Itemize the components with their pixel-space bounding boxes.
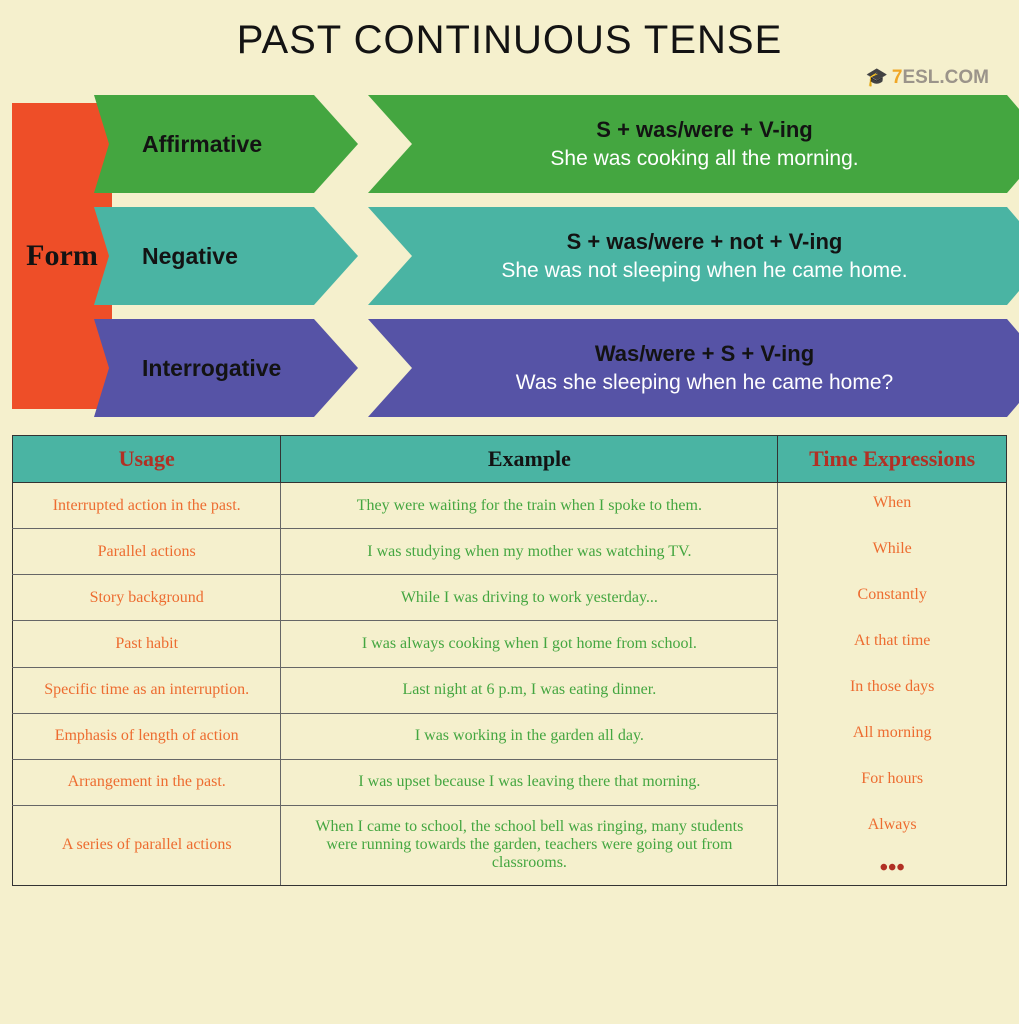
graduation-cap-icon: 🎓 — [865, 67, 887, 87]
form-label: Negative — [124, 207, 314, 305]
time-expression: While — [873, 540, 912, 558]
form-example: She was cooking all the morning. — [550, 147, 858, 171]
form-badge: Form — [12, 103, 112, 409]
cell-example: Last night at 6 p.m, I was eating dinner… — [281, 667, 778, 713]
header-example: Example — [281, 436, 778, 483]
time-expression: In those days — [850, 678, 934, 696]
table-row: Interrupted action in the past. They wer… — [13, 483, 1007, 529]
cell-usage: Past habit — [13, 621, 281, 667]
cell-example: While I was driving to work yesterday... — [281, 575, 778, 621]
table-header-row: Usage Example Time Expressions — [13, 436, 1007, 483]
cell-usage: Emphasis of length of action — [13, 713, 281, 759]
cell-example: I was always cooking when I got home fro… — [281, 621, 778, 667]
cell-usage: Story background — [13, 575, 281, 621]
more-dots-icon: ••• — [880, 862, 905, 874]
time-expression: Always — [868, 816, 917, 834]
form-label: Affirmative — [124, 95, 314, 193]
cell-example: I was working in the garden all day. — [281, 713, 778, 759]
logo: 🎓7ESL.COM — [12, 67, 1007, 89]
form-row-interrogative: Interrogative Was/were + S + V-ing Was s… — [124, 319, 1007, 417]
form-arrows: Affirmative S + was/were + V-ing She was… — [124, 95, 1007, 417]
time-expression: For hours — [861, 770, 923, 788]
header-usage: Usage — [13, 436, 281, 483]
form-formula: S + was/were + V-ing — [596, 117, 812, 143]
cell-time-expressions: When While Constantly At that time In th… — [778, 483, 1007, 886]
time-expression: All morning — [853, 724, 932, 742]
page-title: PAST CONTINUOUS TENSE — [12, 18, 1007, 63]
form-formula: Was/were + S + V-ing — [595, 341, 814, 367]
form-example: Was she sleeping when he came home? — [516, 371, 893, 395]
cell-usage: Parallel actions — [13, 529, 281, 575]
form-section: Form Affirmative S + was/were + V-ing Sh… — [12, 95, 1007, 417]
cell-example: I was studying when my mother was watchi… — [281, 529, 778, 575]
cell-example: When I came to school, the school bell w… — [281, 805, 778, 885]
time-expression: At that time — [854, 632, 930, 650]
cell-usage: Arrangement in the past. — [13, 759, 281, 805]
time-expression: When — [873, 494, 911, 512]
usage-table: Usage Example Time Expressions Interrupt… — [12, 435, 1007, 886]
header-time: Time Expressions — [778, 436, 1007, 483]
form-example: She was not sleeping when he came home. — [501, 259, 907, 283]
form-label: Interrogative — [124, 319, 314, 417]
time-expression: Constantly — [858, 586, 927, 604]
form-body: S + was/were + V-ing She was cooking all… — [368, 95, 1007, 193]
cell-usage: Interrupted action in the past. — [13, 483, 281, 529]
form-body: S + was/were + not + V-ing She was not s… — [368, 207, 1007, 305]
form-formula: S + was/were + not + V-ing — [567, 229, 843, 255]
logo-seven: 7 — [892, 67, 903, 88]
cell-usage: A series of parallel actions — [13, 805, 281, 885]
form-row-negative: Negative S + was/were + not + V-ing She … — [124, 207, 1007, 305]
logo-esl: ESL.COM — [902, 67, 989, 88]
form-row-affirmative: Affirmative S + was/were + V-ing She was… — [124, 95, 1007, 193]
cell-usage: Specific time as an interruption. — [13, 667, 281, 713]
cell-example: They were waiting for the train when I s… — [281, 483, 778, 529]
cell-example: I was upset because I was leaving there … — [281, 759, 778, 805]
form-body: Was/were + S + V-ing Was she sleeping wh… — [368, 319, 1007, 417]
